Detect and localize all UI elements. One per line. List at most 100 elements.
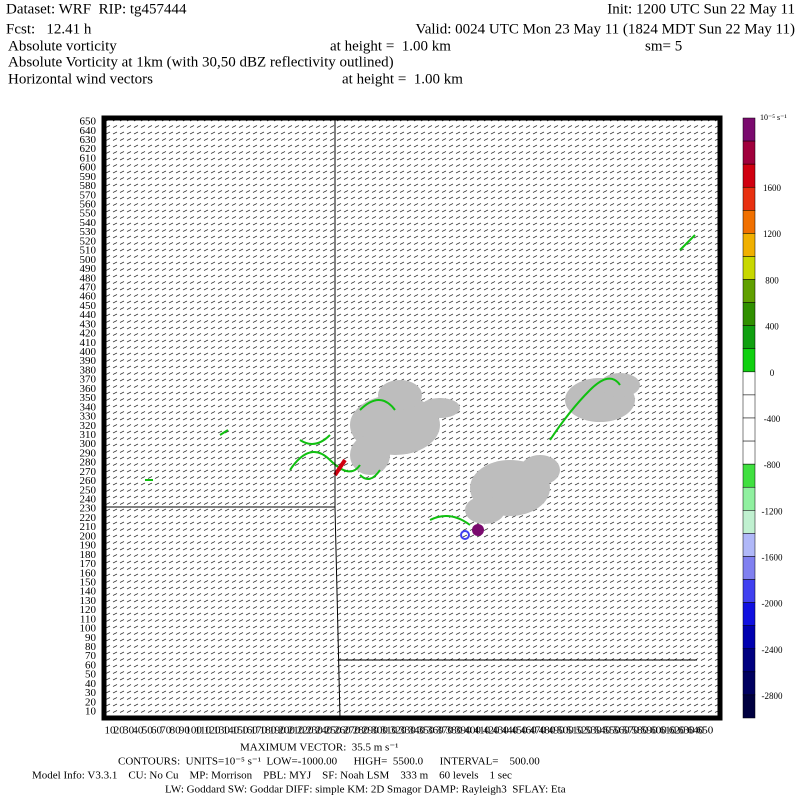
y-tick-label: 310 (80, 429, 97, 441)
y-tick-label: 70 (85, 650, 97, 662)
x-tick-label: 30 (123, 725, 135, 737)
x-tick-label: 450 (511, 725, 528, 737)
y-tick-label: 410 (80, 337, 97, 349)
x-tick-label: 130 (213, 725, 230, 737)
y-tick-label: 590 (80, 171, 97, 183)
colorbar-label: -2800 (762, 691, 783, 701)
x-tick-label: 590 (641, 725, 658, 737)
y-tick-label: 250 (80, 484, 97, 496)
y-tick-label: 90 (85, 632, 97, 644)
x-tick-label: 160 (241, 725, 258, 737)
y-tick-label: 450 (80, 300, 97, 312)
colorbar-label: 800 (765, 275, 779, 285)
x-tick-label: 390 (455, 725, 472, 737)
physics: LW: Goddard SW: Goddar DIFF: simple KM: … (165, 784, 566, 796)
colorbar-label: -2400 (762, 645, 783, 655)
y-tick-label: 40 (85, 678, 97, 690)
x-tick-label: 180 (260, 725, 277, 737)
x-tick-label: 200 (278, 725, 295, 737)
colorbar-cell (742, 302, 756, 326)
y-tick-label: 430 (80, 318, 97, 330)
x-tick-label: 110 (195, 725, 212, 737)
x-tick-label: 480 (539, 725, 556, 737)
colorbar-cell (742, 671, 756, 696)
colorbar-label: -400 (764, 414, 781, 424)
map (101, 115, 723, 721)
colorbar-cell (742, 417, 756, 442)
x-tick-label: 320 (390, 725, 407, 737)
x-tick-label: 260 (334, 725, 351, 737)
y-tick-label: 120 (80, 604, 97, 616)
colorbar-cell (742, 533, 756, 557)
x-tick-label: 510 (567, 725, 584, 737)
model-info: Model Info: V3.3.1 CU: No Cu MP: Morriso… (32, 770, 512, 782)
y-tick-label: 340 (80, 401, 97, 413)
x-tick-label: 90 (179, 725, 191, 737)
colorbar-cell (742, 510, 756, 534)
y-tick-label: 300 (80, 438, 97, 450)
y-tick-label: 540 (80, 217, 97, 229)
colorbar-cell (742, 186, 756, 211)
x-tick-label: 120 (204, 725, 221, 737)
y-tick-label: 380 (80, 364, 97, 376)
x-tick-label: 270 (343, 725, 360, 737)
y-tick-label: 390 (80, 355, 97, 367)
x-tick-label: 140 (223, 725, 240, 737)
field: Absolute vorticity (8, 38, 117, 54)
colorbar-cell (742, 394, 756, 419)
x-tick-label: 350 (418, 725, 435, 737)
colorbar-cell (742, 256, 756, 280)
y-tick-label: 520 (80, 235, 97, 247)
y-tick-label: 490 (80, 263, 97, 275)
colorbar-cell (742, 140, 756, 165)
x-tick-label: 440 (502, 725, 519, 737)
colorbar-cell (742, 579, 756, 603)
colorbar-cell (742, 440, 756, 465)
colorbar-cell (742, 117, 756, 142)
x-tick-label: 250 (325, 725, 342, 737)
colorbar-cell (742, 210, 756, 234)
x-tick-label: 370 (436, 725, 453, 737)
colorbar-label: 0 (770, 368, 775, 378)
x-tick-label: 520 (576, 725, 593, 737)
x-tick-label: 490 (548, 725, 565, 737)
x-tick-label: 170 (251, 725, 268, 737)
x-tick-label: 220 (297, 725, 314, 737)
height: at height = 1.00 km (330, 38, 451, 54)
y-tick-label: 580 (80, 180, 97, 192)
x-tick-label: 240 (316, 725, 333, 737)
y-tick-label: 600 (80, 162, 97, 174)
y-tick-label: 350 (80, 392, 97, 404)
colorbar-label: -1600 (762, 553, 783, 563)
y-tick-label: 320 (80, 420, 97, 432)
x-tick-label: 290 (362, 725, 379, 737)
x-tick-label: 100 (185, 725, 202, 737)
y-tick-label: 10 (85, 706, 97, 718)
colorbar-cell (742, 625, 756, 650)
colorbar-cell (742, 694, 756, 719)
x-tick-label: 410 (474, 725, 491, 737)
x-tick-label: 380 (446, 725, 463, 737)
colorbar-cell (742, 486, 756, 511)
y-tick-label: 150 (80, 576, 97, 588)
x-tick-label: 400 (464, 725, 481, 737)
x-tick-label: 340 (409, 725, 426, 737)
y-tick-label: 280 (80, 457, 97, 469)
colorbar-label: 1200 (763, 229, 782, 239)
y-tick-label: 270 (80, 466, 97, 478)
x-tick-label: 620 (669, 725, 686, 737)
valid: Valid: 0024 UTC Mon 23 May 11 (1824 MDT … (416, 21, 795, 37)
y-tick-label: 510 (80, 245, 97, 257)
x-tick-label: 10 (105, 725, 117, 737)
y-tick-label: 100 (80, 623, 97, 635)
y-tick-label: 620 (80, 143, 97, 155)
y-tick-label: 460 (80, 291, 97, 303)
colorbar-label: -1200 (762, 506, 783, 516)
colorbar-cell (742, 556, 756, 580)
y-tick-label: 370 (80, 374, 97, 386)
colorbar-cell (742, 602, 756, 626)
y-tick-label: 550 (80, 208, 97, 220)
x-tick-label: 530 (585, 725, 602, 737)
y-tick-label: 560 (80, 199, 97, 211)
x-tick-label: 570 (622, 725, 639, 737)
